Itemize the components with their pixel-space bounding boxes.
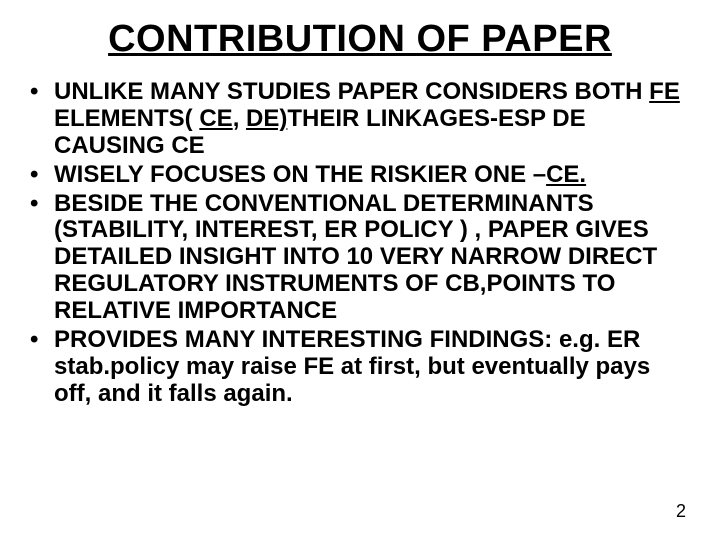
bullet-item: PROVIDES MANY INTERESTING FINDINGS: e.g.… (28, 327, 692, 408)
bullet-list: UNLIKE MANY STUDIES PAPER CONSIDERS BOTH… (28, 79, 692, 408)
bullet-item: UNLIKE MANY STUDIES PAPER CONSIDERS BOTH… (28, 79, 692, 160)
bullet-item: WISELY FOCUSES ON THE RISKIER ONE –CE. (28, 162, 692, 189)
text-segment: CE. (546, 161, 586, 188)
bullet-item: BESIDE THE CONVENTIONAL DETERMINANTS (ST… (28, 191, 692, 325)
text-segment: , (233, 105, 246, 132)
text-segment: CE (199, 105, 232, 132)
text-segment: BESIDE THE CONVENTIONAL DETERMINANTS (ST… (54, 190, 657, 325)
text-segment: FE (649, 78, 680, 105)
page-number: 2 (676, 501, 686, 522)
slide: CONTRIBUTION OF PAPER UNLIKE MANY STUDIE… (0, 0, 720, 540)
slide-title: CONTRIBUTION OF PAPER (28, 18, 692, 61)
text-segment: DE) (246, 105, 287, 132)
text-segment: ELEMENTS( (54, 105, 199, 132)
text-segment: UNLIKE MANY STUDIES PAPER CONSIDERS BOTH (54, 78, 649, 105)
text-segment: WISELY FOCUSES ON THE RISKIER ONE – (54, 161, 546, 188)
text-segment: PROVIDES MANY INTERESTING FINDINGS: e.g.… (54, 326, 650, 407)
